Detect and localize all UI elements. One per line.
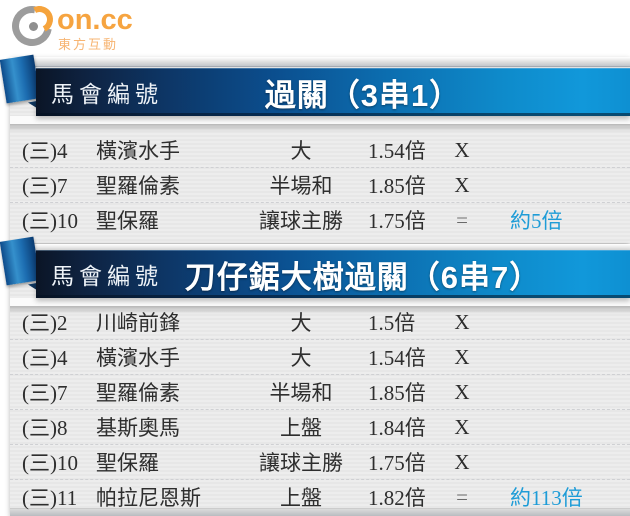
- brand-name: on.cc: [57, 4, 133, 36]
- row-bet-type: 大: [290, 346, 312, 370]
- band-drop-shadow: [10, 306, 630, 314]
- row-mark: X: [454, 344, 470, 369]
- row-odds: 1.54倍: [368, 346, 426, 370]
- table-2-rows: (三)2 川崎前鋒 大 1.5倍 X (三)4 橫濱水手 大 1.54倍 X (…: [10, 305, 630, 515]
- table-row: (三)10 聖保羅 讓球主勝 1.75倍 X: [10, 445, 630, 480]
- card-top-bevel: [10, 57, 630, 67]
- table-row: (三)2 川崎前鋒 大 1.5倍 X: [10, 305, 630, 340]
- header-col-label: 馬會編號: [51, 263, 163, 289]
- logo-dot-icon: [29, 22, 38, 31]
- brand-subtitle: 東方互動: [58, 37, 119, 52]
- table-1-rows: (三)4 橫濱水手 大 1.54倍 X (三)7 聖羅倫素 半場和 1.85倍 …: [10, 133, 630, 238]
- row-team: 聖保羅: [96, 209, 159, 233]
- table-2-title: 刀仔鋸大樹過關（6串7）: [184, 259, 542, 295]
- ribbon-tail: [0, 54, 41, 104]
- table-row: (三)11 帕拉尼恩斯 上盤 1.82倍 = 約113倍: [10, 480, 630, 515]
- row-team: 橫濱水手: [96, 346, 180, 370]
- table-row: (三)7 聖羅倫素 半場和 1.85倍 X: [10, 375, 630, 410]
- row-number: (三)2: [22, 311, 68, 335]
- row-number: (三)11: [22, 486, 78, 510]
- oncc-logo: on.cc 東方互動: [0, 0, 200, 54]
- row-number: (三)7: [22, 174, 68, 198]
- band-underline: [10, 116, 630, 124]
- row-team: 聖羅倫素: [96, 174, 180, 198]
- row-odds: 1.75倍: [368, 209, 426, 233]
- row-number: (三)7: [22, 381, 68, 405]
- card-bottom-bevel: [10, 508, 630, 516]
- band-drop-shadow: [10, 124, 630, 132]
- table-2-header-band: 馬會編號 刀仔鋸大樹過關（6串7）: [36, 250, 630, 298]
- row-mark: X: [454, 449, 470, 474]
- row-mark: =: [456, 484, 468, 509]
- row-team: 川崎前鋒: [96, 311, 180, 335]
- ribbon-tail: [0, 236, 41, 286]
- row-odds: 1.82倍: [368, 486, 426, 510]
- row-bet-type: 大: [290, 311, 312, 335]
- table-row: (三)4 橫濱水手 大 1.54倍 X: [10, 133, 630, 168]
- row-mark: X: [454, 172, 470, 197]
- row-odds: 1.54倍: [368, 139, 426, 163]
- row-bet-type: 半場和: [269, 381, 333, 405]
- row-team: 帕拉尼恩斯: [96, 486, 201, 510]
- row-number: (三)8: [22, 416, 68, 440]
- row-team: 基斯奧馬: [96, 416, 180, 440]
- table-row: (三)8 基斯奧馬 上盤 1.84倍 X: [10, 410, 630, 445]
- row-bet-type: 上盤: [280, 416, 322, 440]
- table-row: (三)10 聖保羅 讓球主勝 1.75倍 = 約5倍: [10, 203, 630, 238]
- table-row: (三)4 橫濱水手 大 1.54倍 X: [10, 340, 630, 375]
- row-note: 約113倍: [510, 486, 583, 510]
- row-mark: X: [454, 309, 470, 334]
- row-number: (三)10: [22, 451, 78, 475]
- table-1-title: 過關（3串1）: [264, 77, 462, 113]
- row-mark: X: [454, 414, 470, 439]
- row-bet-type: 讓球主勝: [259, 451, 343, 475]
- row-team: 聖羅倫素: [96, 381, 180, 405]
- row-number: (三)10: [22, 209, 78, 233]
- row-number: (三)4: [22, 346, 68, 370]
- table-row: (三)7 聖羅倫素 半場和 1.85倍 X: [10, 168, 630, 203]
- row-bet-type: 讓球主勝: [259, 209, 343, 233]
- row-bet-type: 大: [290, 139, 312, 163]
- row-odds: 1.85倍: [368, 174, 426, 198]
- row-odds: 1.5倍: [368, 311, 416, 335]
- row-bet-type: 半場和: [269, 174, 333, 198]
- row-mark: =: [456, 207, 468, 232]
- table-1-header-band: 馬會編號 過關（3串1）: [36, 68, 630, 116]
- row-note: 約5倍: [510, 209, 563, 233]
- row-team: 聖保羅: [96, 451, 159, 475]
- row-bet-type: 上盤: [280, 486, 322, 510]
- band-underline: [10, 298, 630, 306]
- row-number: (三)4: [22, 139, 68, 163]
- header-col-label: 馬會編號: [51, 81, 163, 107]
- row-team: 橫濱水手: [96, 139, 180, 163]
- row-mark: X: [454, 379, 470, 404]
- row-mark: X: [454, 137, 470, 162]
- row-odds: 1.75倍: [368, 451, 426, 475]
- row-odds: 1.84倍: [368, 416, 426, 440]
- row-odds: 1.85倍: [368, 381, 426, 405]
